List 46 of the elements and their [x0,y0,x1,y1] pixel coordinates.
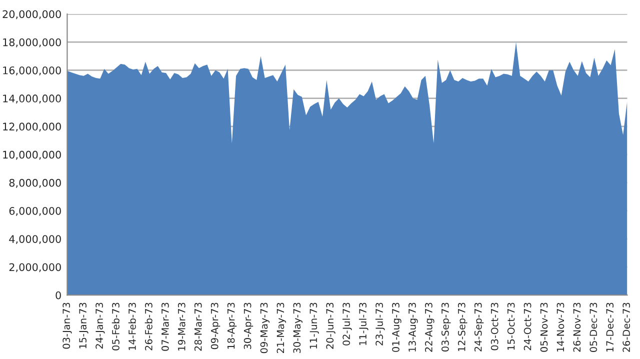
x-tick-label: 05-Dec-73 [590,302,598,352]
x-tick-label: 24-Oct-73 [524,302,532,350]
x-tick-label: 11-Jun-73 [310,302,319,348]
x-tick-label: 03-Oct-73 [490,302,498,350]
x-tick-label: 03-Sep-73 [441,302,451,352]
x-tick-label: 30-Apr-73 [244,302,254,350]
x-tick-label: 20-Jun-73 [326,302,336,349]
x-tick-label: 05-Nov-73 [540,302,548,352]
y-tick-label: 10,000,000 [3,150,61,160]
x-tick-label: 09-May-73 [260,302,270,354]
x-tick-label: 18-Apr-73 [227,302,237,349]
x-tick-label: 24-Sep-73 [474,302,484,352]
x-tick-label: 26-Feb-73 [144,302,152,350]
x-tick-label: 26-Dec-73 [622,302,630,352]
x-tick-label: 14-Feb-73 [128,302,136,350]
x-tick-label: 05-Feb-73 [112,302,120,350]
x-tick-label: 12-Sep-73 [458,302,468,352]
y-tick-label: 2,000,000 [9,263,61,272]
y-tick-label: 8,000,000 [9,178,61,188]
x-tick-label: 13-Aug-73 [408,302,418,352]
y-tick-label: 16,000,000 [3,66,61,76]
x-tick-label: 02-Jul-73 [342,302,352,346]
x-tick-label: 24-Jan-73 [96,302,105,349]
x-tick-label: 07-Mar-73 [161,302,169,351]
x-tick-label: 15-Jan-73 [79,302,88,348]
x-tick-label: 09-Apr-73 [210,302,220,350]
x-tick-label: 01-Aug-73 [392,302,402,352]
x-tick-label: 21-May-73 [276,302,286,354]
x-tick-label: 11-Jul-73 [358,302,368,346]
y-tick-label: 4,000,000 [9,235,61,244]
x-tick-label: 26-Nov-73 [573,302,581,352]
x-tick-label: 19-Mar-73 [178,302,186,350]
x-tick-label: 03-Jan-73 [62,302,72,349]
x-tick-label: 15-Oct-73 [507,302,515,350]
y-tick-label: 0 [56,291,61,300]
x-tick-label: 22-Aug-73 [425,302,434,352]
y-tick-label: 12,000,000 [3,122,61,132]
y-tick-label: 14,000,000 [3,94,61,104]
x-tick-label: 23-Jul-73 [375,302,385,346]
y-tick-label: 6,000,000 [9,206,61,216]
x-tick-label: 17-Dec-73 [606,302,614,352]
x-tick-label: 30-May-73 [293,302,302,353]
y-tick-label: 20,000,000 [2,10,61,20]
y-tick-label: 18,000,000 [3,38,61,48]
x-tick-label: 28-Mar-73 [194,302,202,351]
x-tick-label: 14-Nov-73 [556,302,564,352]
